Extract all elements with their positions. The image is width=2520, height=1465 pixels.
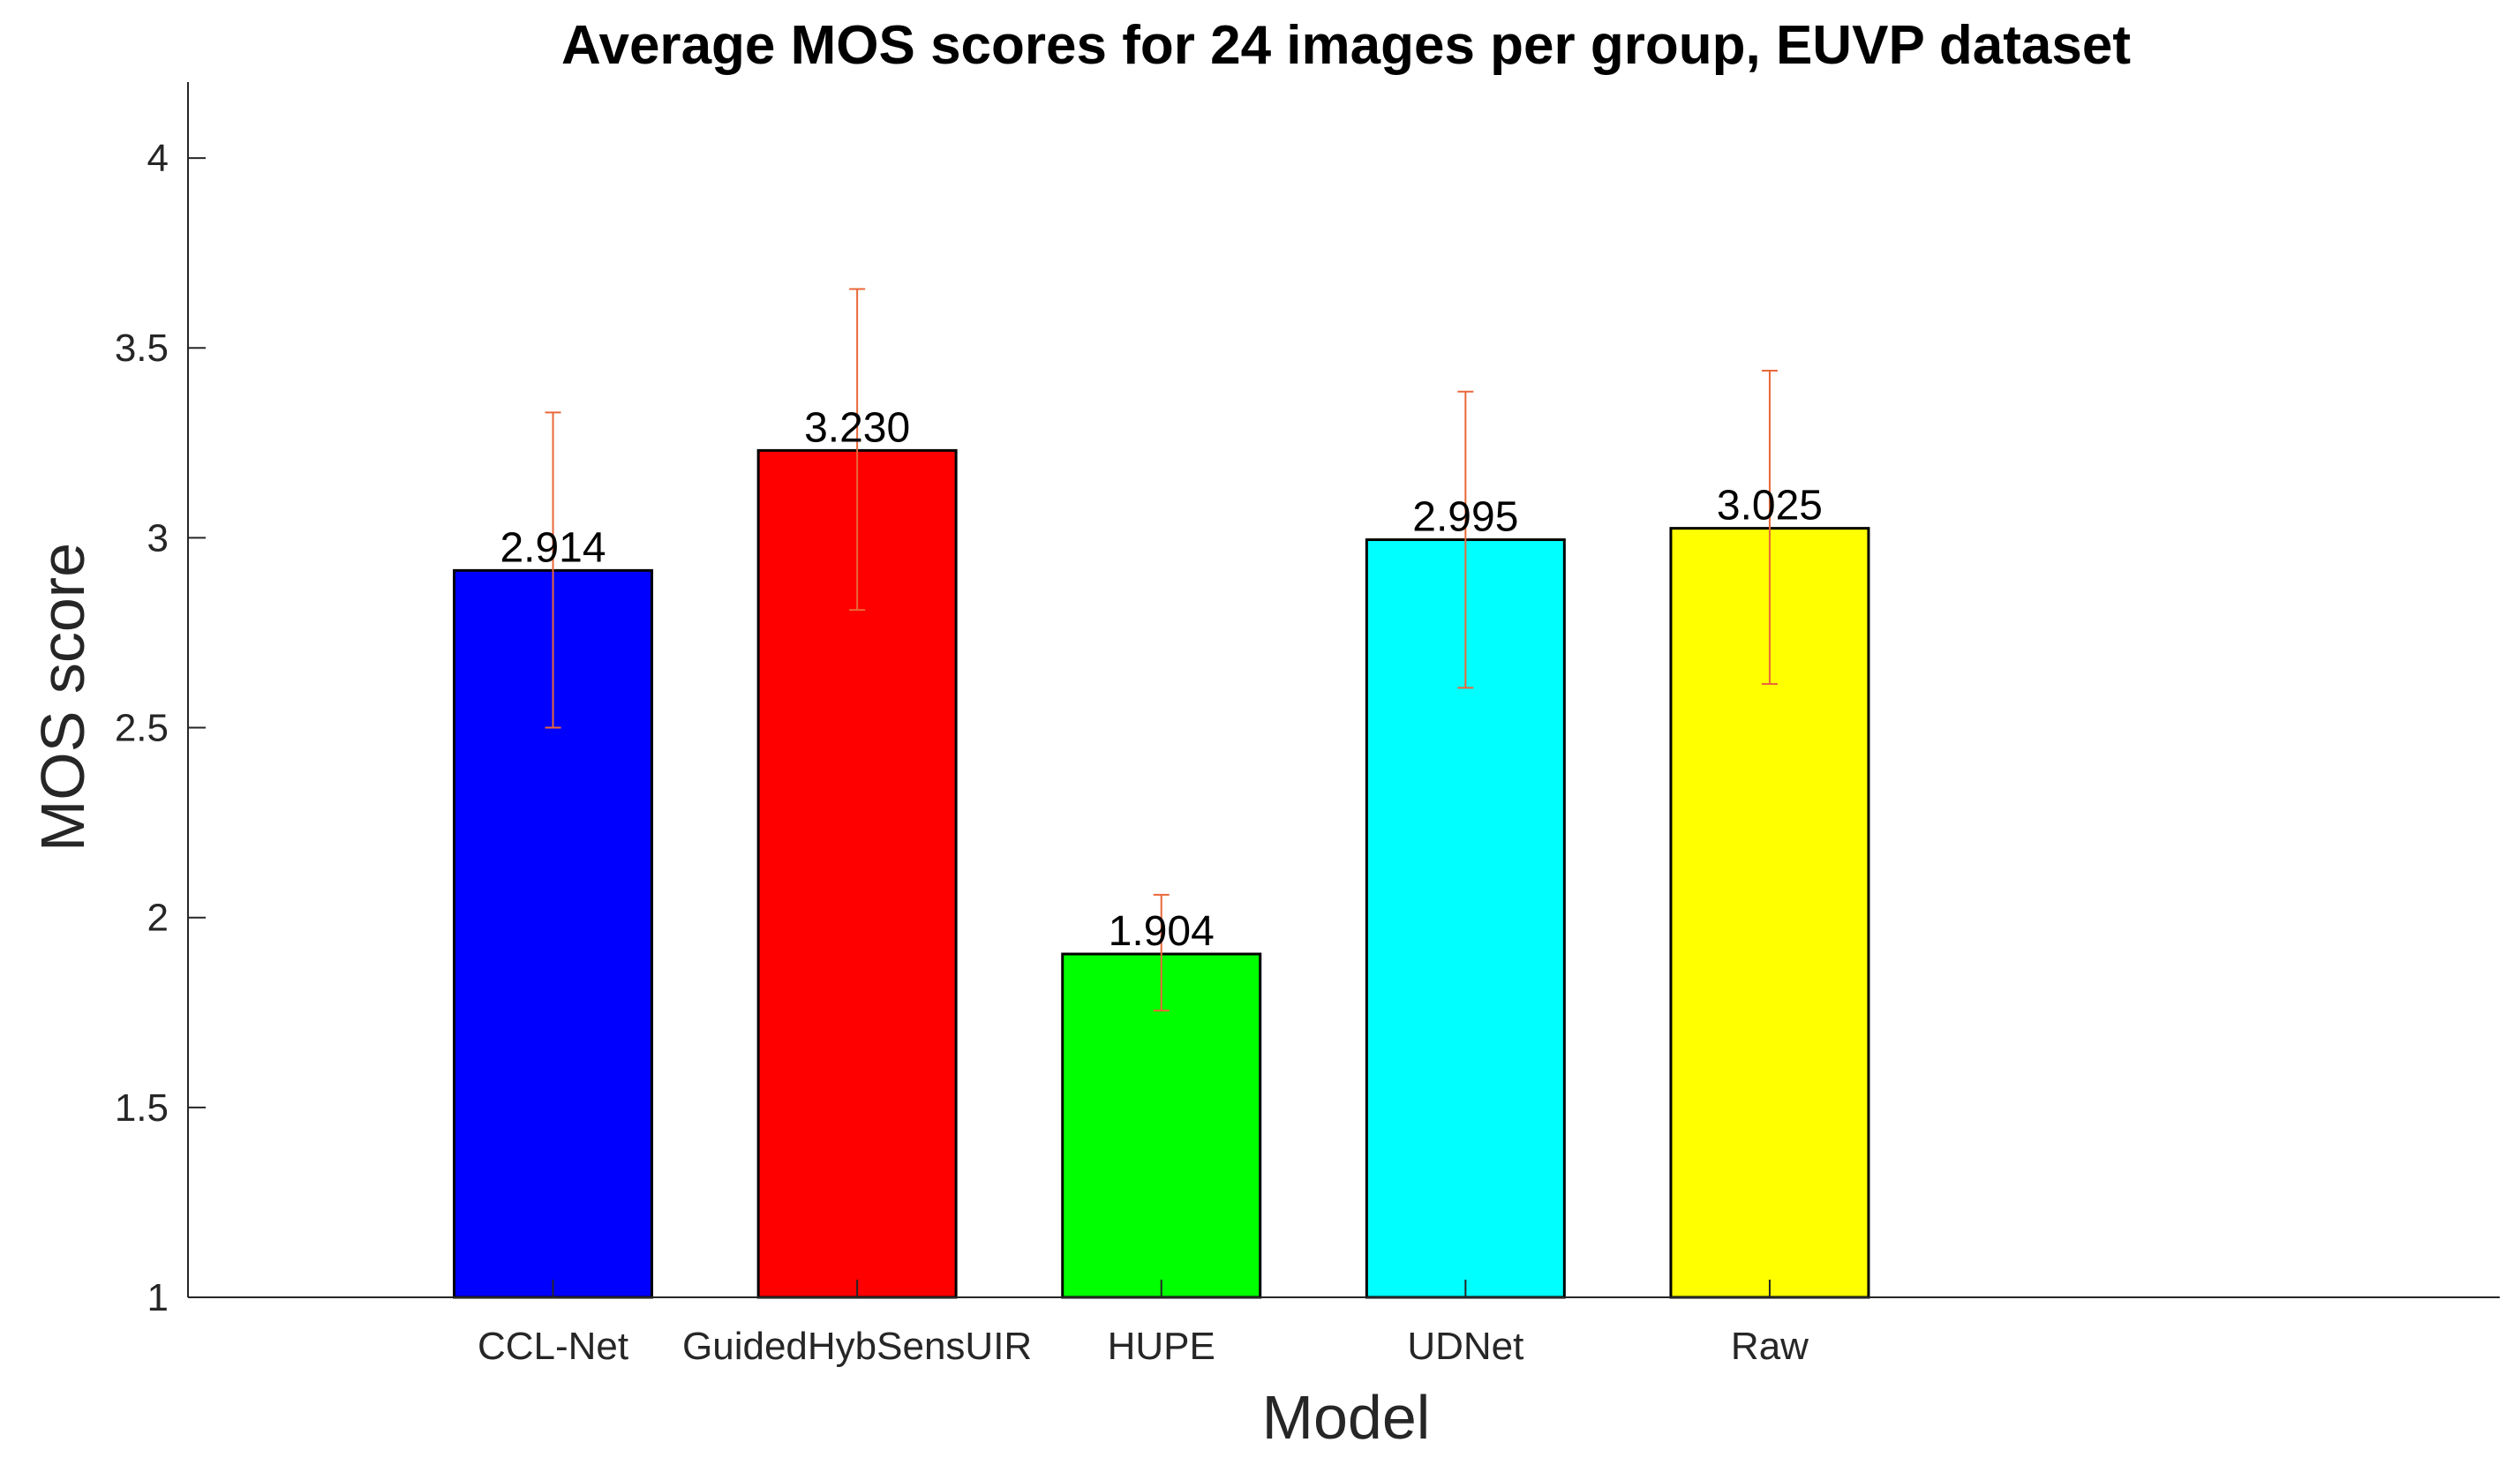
bar-value-label: 2.914 [500,524,606,571]
y-tick-label: 3.5 [115,327,169,370]
x-tick-label: GuidedHybSensUIR [682,1325,1032,1368]
y-tick-label: 4 [147,137,169,180]
bar-value-label: 3.025 [1717,483,1823,530]
y-tick-label: 2.5 [115,707,169,750]
x-tick-label: Raw [1731,1325,1809,1368]
x-tick-label: CCL-Net [478,1325,628,1368]
y-tick-label: 3 [147,516,169,560]
y-axis-ticks: 1 1.5 2 2.5 3 3.5 4 [115,137,206,1319]
x-tick-label: HUPE [1108,1325,1215,1368]
y-tick-label: 1 [147,1276,169,1319]
y-axis-label: MOS score [28,543,97,852]
x-axis-ticks: CCL-Net GuidedHybSensUIR HUPE UDNet Raw [478,1280,1809,1368]
y-tick-label: 1.5 [115,1086,169,1130]
data-labels: 2.914 3.230 1.904 2.995 3.025 [500,404,1823,955]
bar-value-label: 1.904 [1109,908,1215,955]
bar-value-label: 2.995 [1412,494,1518,541]
y-tick-label: 2 [147,897,169,940]
error-bars [545,288,1778,1012]
bar-value-label: 3.230 [804,404,910,451]
x-axis-label: Model [1262,1383,1431,1452]
x-tick-label: UDNet [1407,1325,1523,1368]
chart-title: Average MOS scores for 24 images per gro… [561,15,2131,76]
